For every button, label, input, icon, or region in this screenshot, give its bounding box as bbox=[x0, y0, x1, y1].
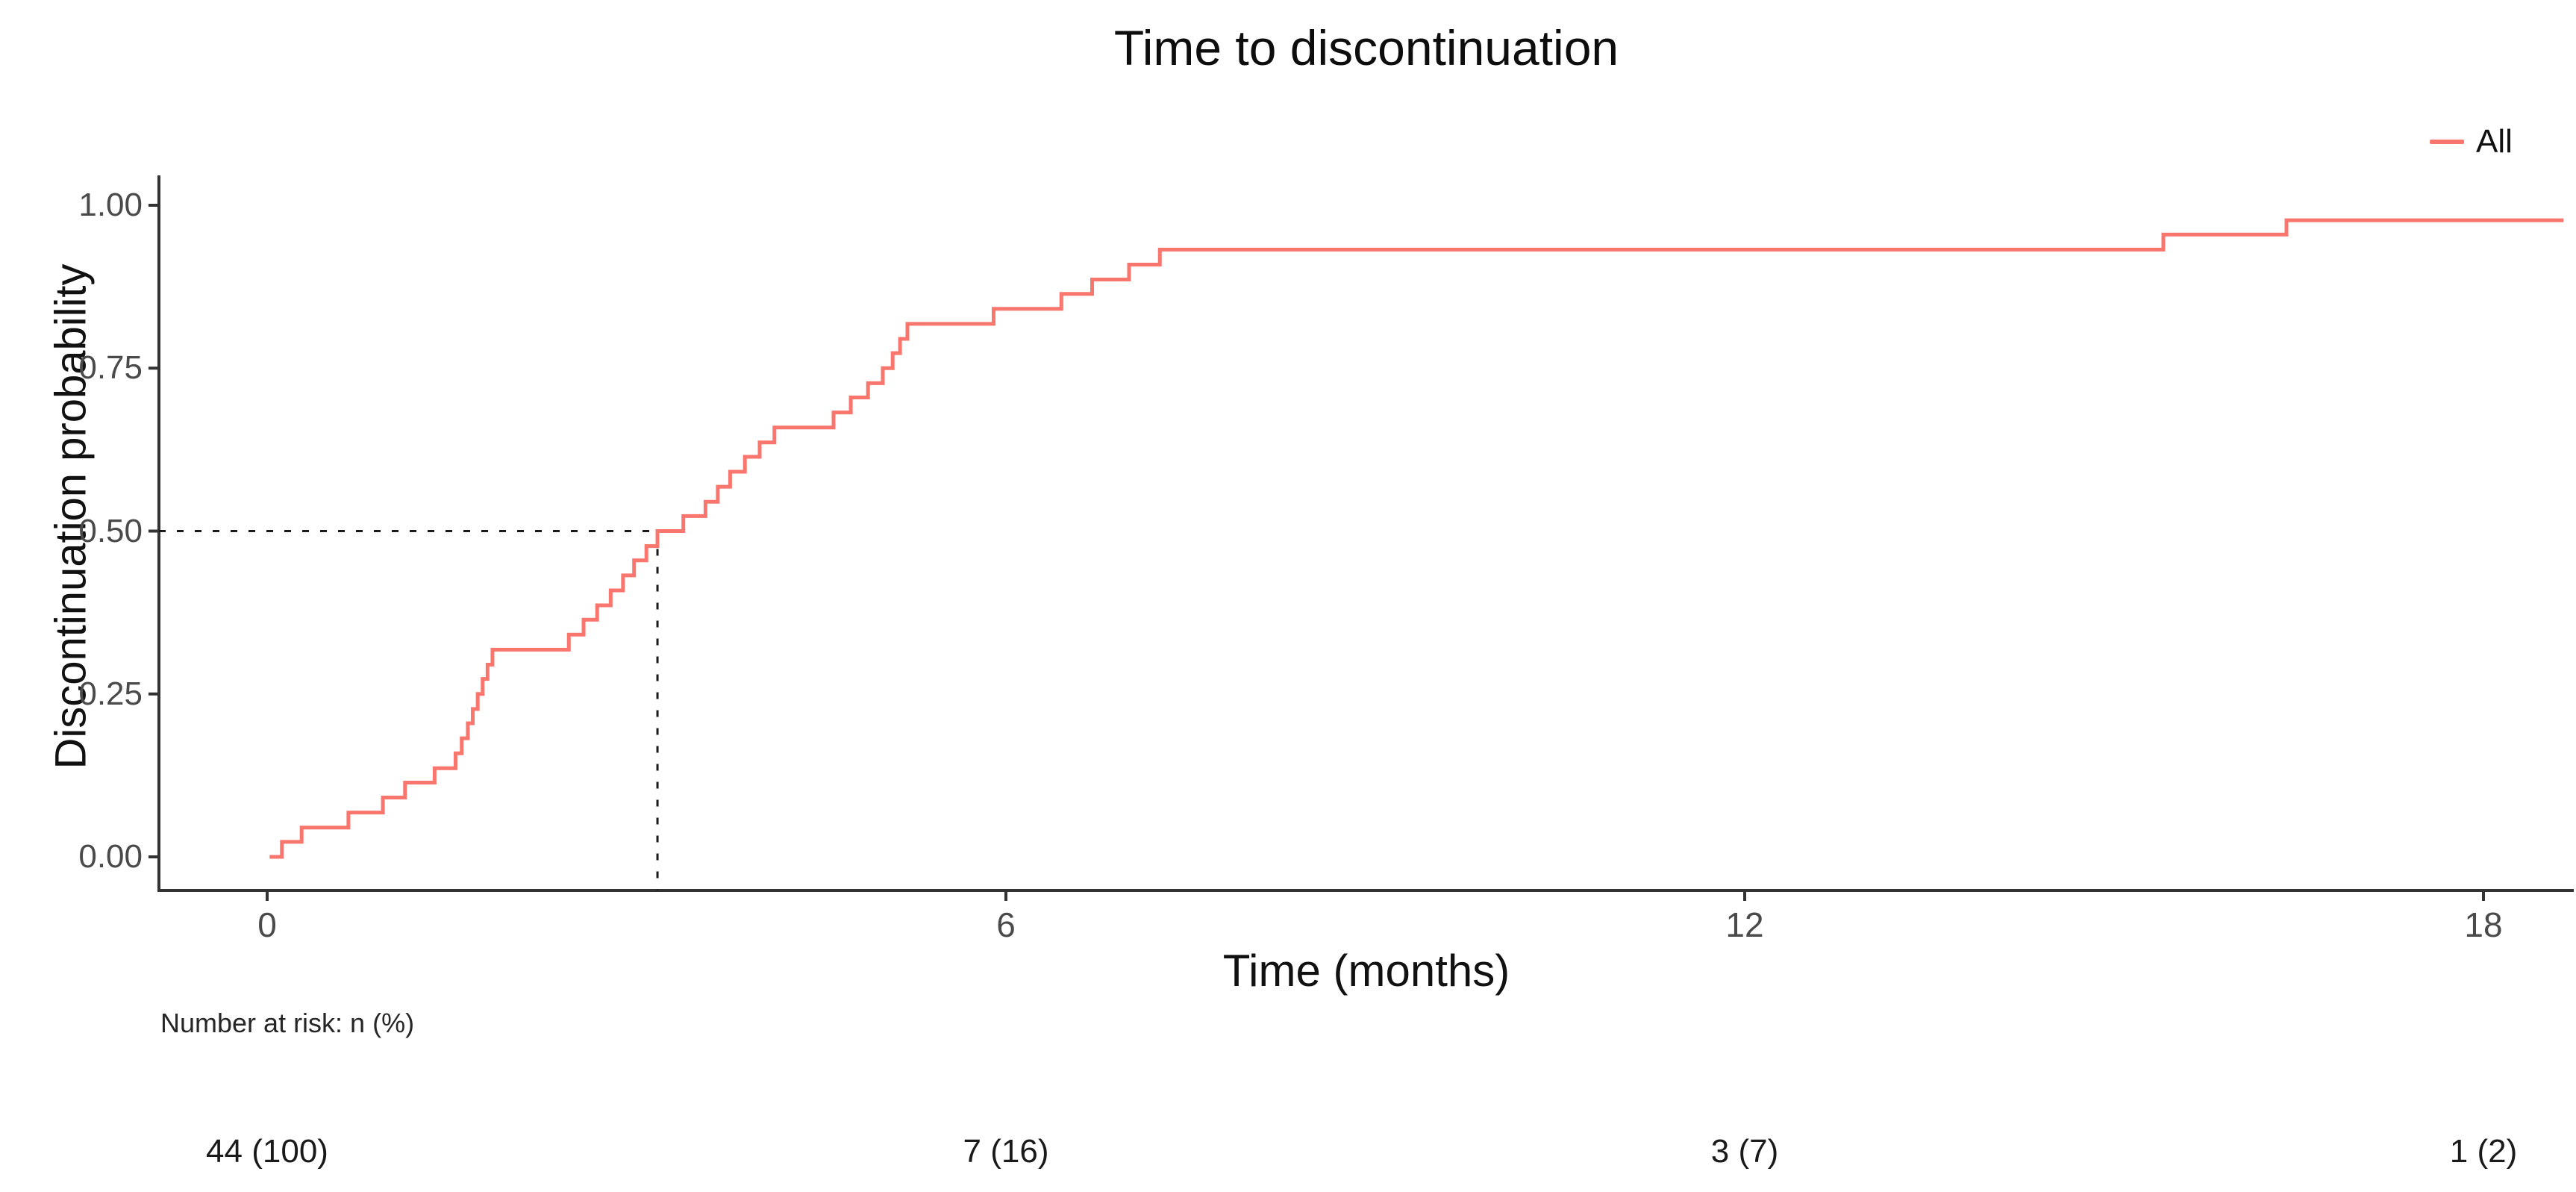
x-tick-label: 12 bbox=[1725, 905, 1764, 944]
x-axis-title: Time (months) bbox=[1222, 946, 1510, 996]
y-tick-label: 0.75 bbox=[78, 349, 143, 387]
x-tick-label: 6 bbox=[996, 905, 1016, 944]
y-tick-label: 0.50 bbox=[78, 512, 143, 549]
risk-table-header: Number at risk: n (%) bbox=[160, 1008, 415, 1038]
km-curve-all bbox=[269, 218, 2564, 859]
y-tick-label: 0.25 bbox=[78, 675, 143, 712]
risk-value: 7 (16) bbox=[963, 1133, 1049, 1170]
plot-title: Time to discontinuation bbox=[1113, 20, 1619, 75]
y-tick-label: 0.00 bbox=[78, 838, 143, 875]
risk-value: 1 (2) bbox=[2449, 1133, 2518, 1170]
y-tick-label: 1.00 bbox=[78, 187, 143, 223]
legend-line-icon bbox=[2430, 140, 2464, 144]
risk-value: 3 (7) bbox=[1710, 1133, 1779, 1170]
risk-value: 44 (100) bbox=[206, 1133, 328, 1170]
legend-label: All bbox=[2476, 123, 2513, 160]
x-tick-label: 18 bbox=[2464, 905, 2503, 944]
x-tick-label: 0 bbox=[257, 905, 277, 944]
